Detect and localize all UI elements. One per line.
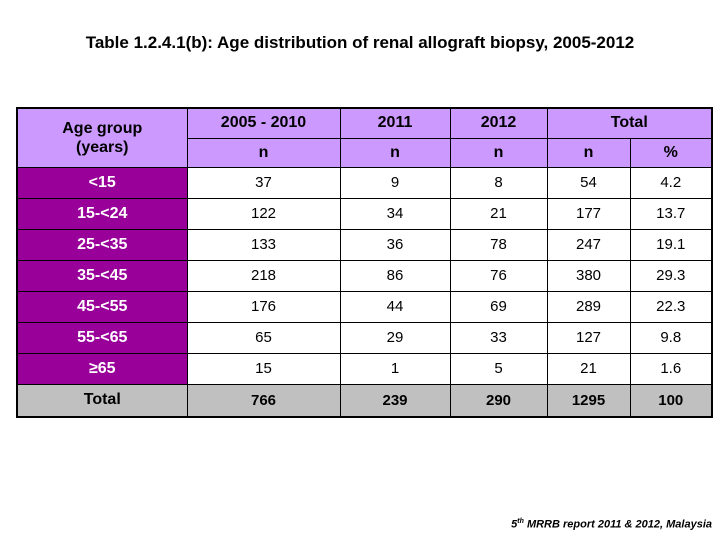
row-label: 55-<65 [16, 321, 188, 354]
age-distribution-table: Age group (years) 2005 - 2010 2011 2012 … [16, 107, 713, 418]
cell-value: 65 [186, 321, 341, 354]
cell-value: 176 [186, 290, 341, 323]
table-row: ≥65 15 1 5 21 1.6 [16, 352, 713, 385]
header-row-groups: Age group (years) 2005 - 2010 2011 2012 … [16, 107, 713, 168]
row-label: 15-<24 [16, 197, 188, 230]
cell-value: 36 [339, 228, 451, 261]
total-cell-value: 239 [339, 383, 451, 418]
cell-value: 289 [546, 290, 631, 323]
cell-value: 78 [449, 228, 548, 261]
row-label: 45-<55 [16, 290, 188, 323]
col-header-2012: 2012 [449, 107, 548, 139]
row-label: 35-<45 [16, 259, 188, 292]
cell-value: 177 [546, 197, 631, 230]
cell-value: 29 [339, 321, 451, 354]
cell-value: 218 [186, 259, 341, 292]
cell-value: 33 [449, 321, 548, 354]
cell-value: 21 [546, 352, 631, 385]
cell-value: 13.7 [629, 197, 713, 230]
total-cell-value: 290 [449, 383, 548, 418]
cell-value: 380 [546, 259, 631, 292]
cell-value: 127 [546, 321, 631, 354]
cell-value: 69 [449, 290, 548, 323]
table-total-row: Total 766 239 290 1295 100 [16, 383, 713, 418]
row-label: 25-<35 [16, 228, 188, 261]
sub-header-n-2012: n [449, 137, 548, 168]
cell-value: 1 [339, 352, 451, 385]
col-header-total: Total [546, 107, 713, 139]
cell-value: 15 [186, 352, 341, 385]
total-cell-value: 766 [186, 383, 341, 418]
cell-value: 21 [449, 197, 548, 230]
table-row: 15-<24 122 34 21 177 13.7 [16, 197, 713, 230]
cell-value: 247 [546, 228, 631, 261]
footer-number: 5 [511, 518, 518, 531]
cell-value: 34 [339, 197, 451, 230]
table-row: 45-<55 176 44 69 289 22.3 [16, 290, 713, 323]
cell-value: 9 [339, 166, 451, 199]
total-row-label: Total [16, 383, 188, 418]
table-row: 35-<45 218 86 76 380 29.3 [16, 259, 713, 292]
cell-value: 122 [186, 197, 341, 230]
cell-value: 76 [449, 259, 548, 292]
sub-header-percent-total: % [629, 137, 713, 168]
cell-value: 8 [449, 166, 548, 199]
corner-header-age-group: Age group (years) [16, 107, 188, 168]
total-cell-value: 100 [629, 383, 713, 418]
cell-value: 54 [546, 166, 631, 199]
footer-superscript: th [517, 518, 524, 525]
cell-value: 4.2 [629, 166, 713, 199]
table-row: <15 37 9 8 54 4.2 [16, 166, 713, 199]
corner-header-line2: (years) [76, 138, 129, 156]
sub-header-n-total: n [546, 137, 631, 168]
table-row: 55-<65 65 29 33 127 9.8 [16, 321, 713, 354]
row-label: ≥65 [16, 352, 188, 385]
row-label: <15 [16, 166, 188, 199]
cell-value: 37 [186, 166, 341, 199]
col-header-2005-2010: 2005 - 2010 [186, 107, 341, 139]
cell-value: 22.3 [629, 290, 713, 323]
corner-header-line1: Age group [62, 119, 143, 137]
footer-source-citation: 5th MRRB report 2011 & 2012, Malaysia [511, 518, 712, 531]
cell-value: 5 [449, 352, 548, 385]
col-header-2011: 2011 [339, 107, 451, 139]
cell-value: 19.1 [629, 228, 713, 261]
cell-value: 133 [186, 228, 341, 261]
cell-value: 29.3 [629, 259, 713, 292]
cell-value: 86 [339, 259, 451, 292]
cell-value: 9.8 [629, 321, 713, 354]
sub-header-n-2011: n [339, 137, 451, 168]
page-title: Table 1.2.4.1(b): Age distribution of re… [85, 33, 635, 52]
total-cell-value: 1295 [546, 383, 631, 418]
footer-text: MRRB report 2011 & 2012, Malaysia [523, 518, 712, 531]
cell-value: 44 [339, 290, 451, 323]
header-row-sub: n n n n % [17, 137, 713, 168]
cell-value: 1.6 [629, 352, 713, 385]
sub-header-n-2005-2010: n [186, 137, 341, 168]
table-row: 25-<35 133 36 78 247 19.1 [16, 228, 713, 261]
